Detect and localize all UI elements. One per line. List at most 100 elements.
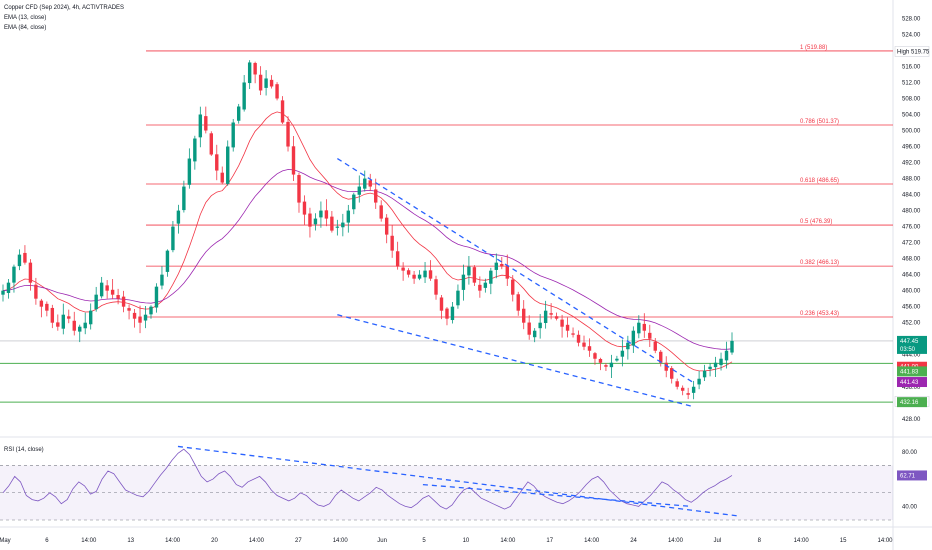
candle-body — [554, 316, 559, 319]
candle-body — [538, 322, 542, 329]
candle-body — [659, 351, 663, 363]
candle-body — [50, 307, 55, 323]
x-tick-label: Jun — [377, 538, 387, 544]
y-tick-label: 464.00 — [902, 273, 921, 279]
candle-body — [691, 386, 696, 393]
candle-body — [620, 350, 625, 357]
rsi-trendline — [177, 445, 738, 517]
candle-body — [598, 358, 603, 363]
candle-body — [374, 189, 378, 203]
candle-body — [713, 362, 718, 368]
candle-body — [138, 316, 142, 323]
y-tick-label: 512.00 — [902, 80, 921, 86]
candle-body — [94, 294, 98, 310]
fib-label: 0.382 (466.13) — [800, 260, 839, 266]
x-tick-label: 14:00 — [81, 538, 97, 544]
candle-body — [258, 74, 263, 91]
rsi-tick-label: 80.00 — [902, 450, 918, 456]
candle-body — [697, 378, 701, 385]
candle-body — [445, 308, 449, 319]
y-tick-label: 488.00 — [902, 177, 921, 183]
candle-body — [637, 322, 641, 334]
y-tick-label: 444.00 — [902, 353, 921, 359]
candle-body — [357, 186, 361, 195]
candle-body — [286, 121, 290, 147]
candle-body — [576, 334, 581, 343]
candle-body — [302, 201, 307, 215]
candle-body — [45, 303, 49, 311]
y-tick-label: 456.00 — [902, 305, 921, 311]
candle-body — [609, 362, 614, 368]
horizontal-levels — [0, 340, 893, 403]
candle-body — [253, 62, 257, 75]
candle-body — [88, 310, 93, 325]
candle-body — [56, 322, 60, 327]
candle-body — [204, 116, 208, 131]
candle-body — [220, 172, 224, 183]
high-tag-value: 519.75 — [911, 49, 930, 55]
candle-body — [549, 313, 553, 315]
candle-body — [428, 270, 433, 279]
candlestick-series — [1, 60, 734, 400]
y-tick-label: 472.00 — [902, 241, 921, 247]
x-tick-label: 24 — [630, 538, 637, 544]
axes: 428.00432.00436.00440.00444.00448.00452.… — [0, 16, 921, 544]
candle-body — [478, 284, 482, 291]
candle-body — [209, 133, 213, 155]
candle-body — [730, 340, 734, 353]
x-tick-label: 20 — [211, 538, 218, 544]
candle-body — [631, 330, 636, 346]
rsi-value-tag — [897, 470, 927, 481]
candle-body — [78, 326, 82, 332]
ema13-line — [2, 111, 733, 372]
candle-body — [724, 350, 729, 361]
candle-body — [324, 210, 329, 219]
candle-body — [390, 235, 394, 251]
candle-body — [6, 282, 11, 293]
candle-body — [330, 216, 334, 231]
candle-body — [165, 250, 170, 272]
candle-body — [67, 316, 71, 319]
candle-body — [511, 279, 515, 295]
candle-body — [467, 266, 471, 276]
candle-body — [379, 205, 383, 219]
y-tick-label: 504.00 — [902, 113, 921, 119]
candle-body — [99, 282, 104, 297]
y-tick-label: 428.00 — [902, 417, 921, 423]
fib-label: 0.618 (486.65) — [800, 178, 839, 184]
candle-body — [264, 78, 268, 88]
y-tick-label: 476.00 — [902, 225, 921, 231]
y-tick-label: 484.00 — [902, 193, 921, 199]
candle-body — [319, 210, 323, 218]
candle-body — [242, 82, 246, 110]
y-tick-label: 480.00 — [902, 209, 921, 215]
candle-body — [160, 274, 164, 286]
candle-body — [461, 274, 466, 290]
candle-body — [193, 138, 197, 162]
trendline — [337, 157, 694, 384]
y-tick-label: 496.00 — [902, 145, 921, 151]
legend-ema13[interactable]: EMA (13, close) — [4, 15, 46, 21]
candle-body — [308, 213, 312, 227]
candle-body — [39, 300, 44, 307]
candle-body — [297, 175, 301, 203]
candle-body — [215, 154, 219, 171]
rsi-label[interactable]: RSI (14, close) — [4, 447, 44, 453]
candle-body — [352, 194, 356, 210]
legend-ema84[interactable]: EMA (84, close) — [4, 25, 46, 31]
candle-body — [187, 158, 192, 185]
candle-body — [675, 381, 679, 387]
y-tick-label: 508.00 — [902, 96, 921, 102]
candle-body — [105, 285, 109, 291]
y-tick-label: 492.00 — [902, 161, 921, 167]
candle-body — [247, 62, 252, 84]
y-tick-label: 436.00 — [902, 385, 921, 391]
candle-body — [450, 306, 455, 321]
tag-432-16-bg — [897, 397, 927, 408]
fib-label: 0.5 (476.39) — [800, 219, 832, 225]
candle-body — [72, 320, 76, 331]
candle-body — [708, 366, 712, 370]
candle-body — [670, 368, 674, 379]
